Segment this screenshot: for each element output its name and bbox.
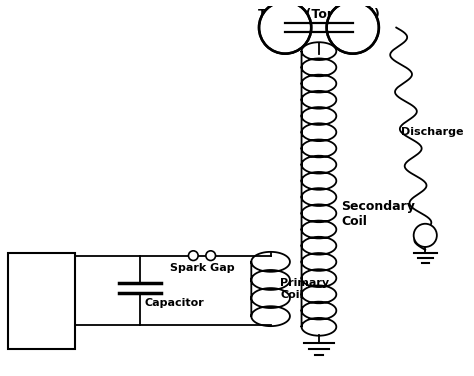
- Text: Toroid (Top Load): Toroid (Top Load): [258, 8, 380, 21]
- Text: Secondary
Coil: Secondary Coil: [341, 200, 415, 228]
- Circle shape: [189, 251, 198, 261]
- Circle shape: [206, 251, 216, 261]
- Circle shape: [414, 224, 437, 247]
- Text: Primary
Coil: Primary Coil: [280, 278, 329, 300]
- Circle shape: [259, 2, 311, 54]
- Text: Discharge: Discharge: [401, 127, 464, 137]
- Text: Power
Supply: Power Supply: [20, 290, 63, 312]
- Bar: [285, 23, 353, 32]
- Text: Spark Gap: Spark Gap: [170, 263, 234, 273]
- Text: Capacitor: Capacitor: [145, 298, 205, 308]
- Circle shape: [327, 2, 379, 54]
- Bar: [8, 253, 75, 349]
